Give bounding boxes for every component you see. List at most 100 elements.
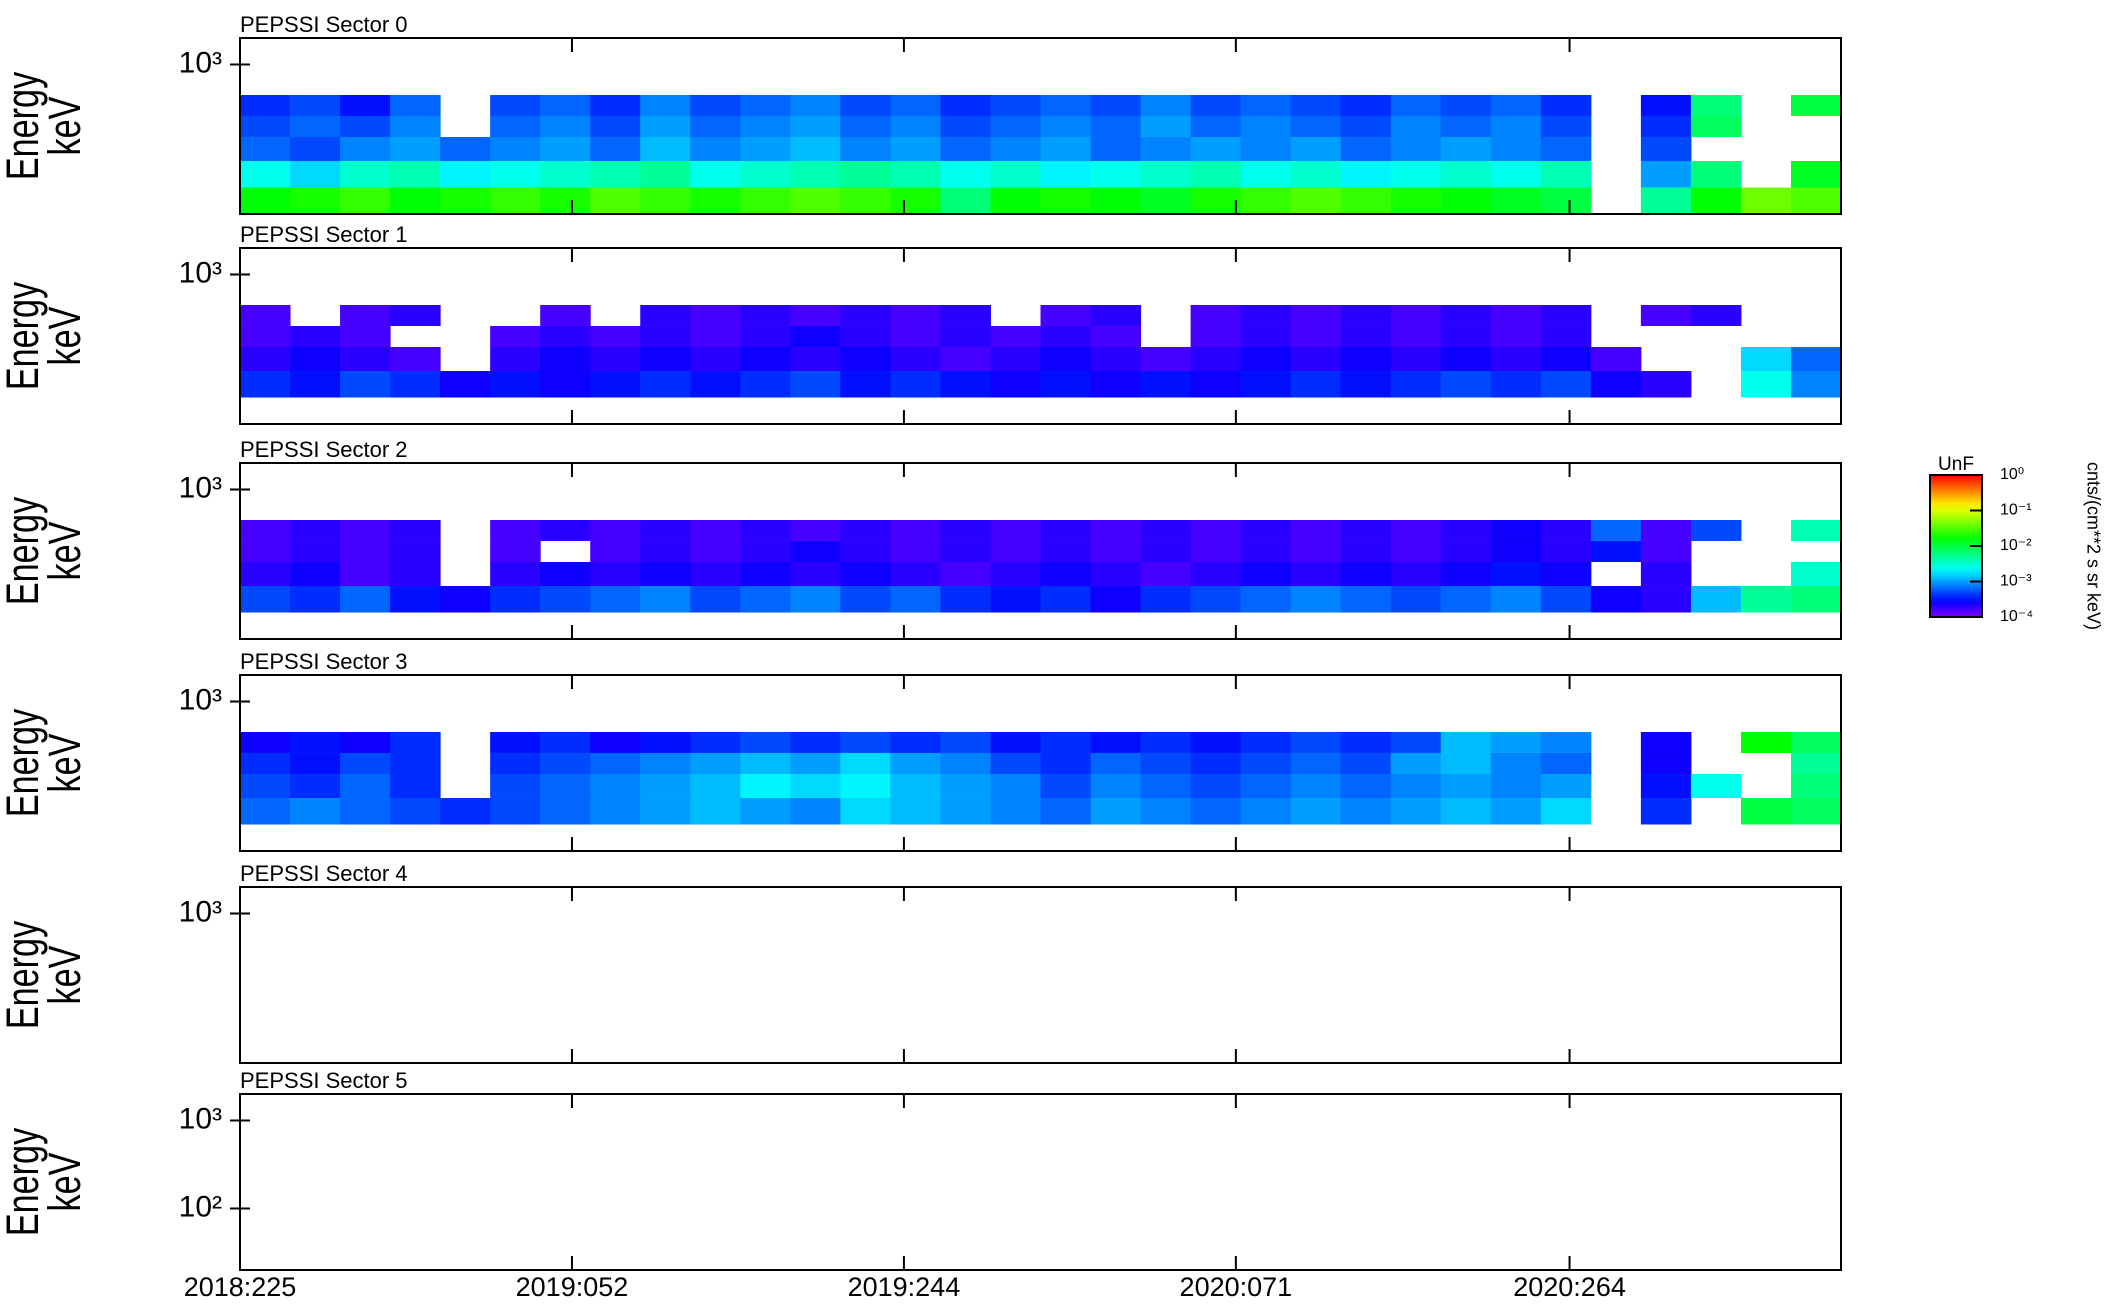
- heatmap-cell: [1340, 561, 1392, 587]
- heatmap-cell: [1140, 773, 1192, 799]
- heatmap-cell: [1590, 540, 1642, 562]
- heatmap-cell: [1640, 115, 1692, 137]
- heatmap-cell: [290, 520, 341, 541]
- heatmap-cell: [1490, 520, 1542, 541]
- heatmap-cell: [1240, 540, 1292, 562]
- heatmap-cell: [1590, 371, 1642, 398]
- heatmap-cell: [1290, 773, 1342, 799]
- heatmap-cell: [890, 115, 941, 137]
- heatmap-cell: [490, 520, 541, 541]
- heatmap-cell: [890, 371, 941, 398]
- heatmap-cell: [1540, 305, 1592, 326]
- heatmap-cell: [240, 773, 291, 799]
- heatmap-cell: [790, 115, 841, 137]
- heatmap-cell: [1290, 115, 1342, 137]
- heatmap-cell: [890, 561, 941, 587]
- heatmap-cell: [1090, 346, 1142, 372]
- heatmap-cell: [1240, 371, 1292, 398]
- heatmap-cell: [1540, 798, 1592, 825]
- heatmap-cell: [1090, 187, 1142, 214]
- heatmap-cell: [990, 752, 1041, 774]
- heatmap-cell: [890, 520, 941, 541]
- heatmap-cell: [1640, 586, 1692, 613]
- heatmap-cell: [1440, 115, 1492, 137]
- heatmap-cell: [340, 540, 391, 562]
- heatmap-cell: [690, 773, 741, 799]
- heatmap-cell: [590, 540, 641, 562]
- heatmap-cell: [1440, 325, 1492, 347]
- heatmap-cell: [390, 540, 441, 562]
- heatmap-cell: [490, 732, 541, 753]
- heatmap-cell: [1640, 798, 1692, 825]
- heatmap-cell: [840, 732, 891, 753]
- heatmap-cell: [1540, 561, 1592, 587]
- heatmap-cell: [1090, 520, 1142, 541]
- heatmap-cell: [590, 161, 641, 188]
- heatmap-cell: [1390, 371, 1442, 398]
- colorbar-tick-label: 10⁻³: [2000, 573, 2032, 590]
- heatmap-cell: [1490, 561, 1542, 587]
- heatmap-cell: [490, 752, 541, 774]
- heatmap-cell: [890, 798, 941, 825]
- heatmap-cell: [1190, 187, 1242, 214]
- heatmap-cell: [290, 161, 341, 188]
- heatmap-cell: [1340, 95, 1392, 116]
- heatmap-cell: [240, 136, 291, 162]
- heatmap-cell: [1290, 136, 1342, 162]
- heatmap-cell: [540, 520, 591, 541]
- heatmap-cell: [1690, 520, 1742, 541]
- y-axis-label: Energy: [0, 71, 48, 180]
- heatmap-cell: [1140, 115, 1192, 137]
- heatmap-cell: [1790, 187, 1842, 214]
- plot-frame: [239, 886, 1842, 1064]
- heatmap-cell: [840, 95, 891, 116]
- heatmap-cell: [240, 732, 291, 753]
- y-axis-label: keV: [39, 1152, 90, 1211]
- x-tick-label: 2020:071: [1180, 1272, 1293, 1302]
- heatmap-cell: [440, 798, 491, 825]
- heatmap-cell: [1340, 325, 1392, 347]
- heatmap-cell: [490, 346, 541, 372]
- x-tick-label: 2018:225: [184, 1272, 297, 1302]
- heatmap-cell: [240, 520, 291, 541]
- heatmap-cell: [1640, 95, 1692, 116]
- y-axis-label: Energy: [0, 708, 48, 817]
- heatmap-cell: [1090, 371, 1142, 398]
- heatmap-cell: [640, 752, 691, 774]
- heatmap-cell: [640, 95, 691, 116]
- heatmap-cell: [240, 346, 291, 372]
- heatmap-cell: [640, 561, 691, 587]
- heatmap-cell: [1290, 752, 1342, 774]
- heatmap-cell: [1240, 305, 1292, 326]
- heatmap-cell: [390, 561, 441, 587]
- heatmap-cell: [490, 187, 541, 214]
- heatmap-cell: [1140, 187, 1192, 214]
- heatmap-cell: [490, 95, 541, 116]
- panel-title: PEPSSI Sector 5: [240, 1068, 408, 1093]
- heatmap-cell: [590, 115, 641, 137]
- heatmap-cell: [390, 586, 441, 613]
- heatmap-cell: [1090, 325, 1142, 347]
- heatmap-cell: [590, 325, 641, 347]
- heatmap-cell: [340, 773, 391, 799]
- heatmap-cell: [1690, 586, 1742, 613]
- heatmap-cell: [640, 586, 691, 613]
- heatmap-cell: [1540, 586, 1592, 613]
- heatmap-cell: [1140, 161, 1192, 188]
- heatmap-cell: [790, 346, 841, 372]
- heatmap-cell: [340, 732, 391, 753]
- heatmap-cell: [940, 187, 991, 214]
- heatmap-cell: [1340, 161, 1392, 188]
- heatmap-cell: [740, 95, 791, 116]
- heatmap-cell: [1640, 773, 1692, 799]
- heatmap-cell: [640, 346, 691, 372]
- heatmap-cell: [1440, 305, 1492, 326]
- heatmap-cell: [1090, 305, 1142, 326]
- heatmap-cell: [690, 136, 741, 162]
- heatmap-cell: [390, 161, 441, 188]
- heatmap-cell: [1390, 773, 1442, 799]
- heatmap-cell: [1690, 305, 1742, 326]
- heatmap-cell: [1540, 346, 1592, 372]
- heatmap-cell: [1090, 798, 1142, 825]
- heatmap-cell: [1790, 798, 1842, 825]
